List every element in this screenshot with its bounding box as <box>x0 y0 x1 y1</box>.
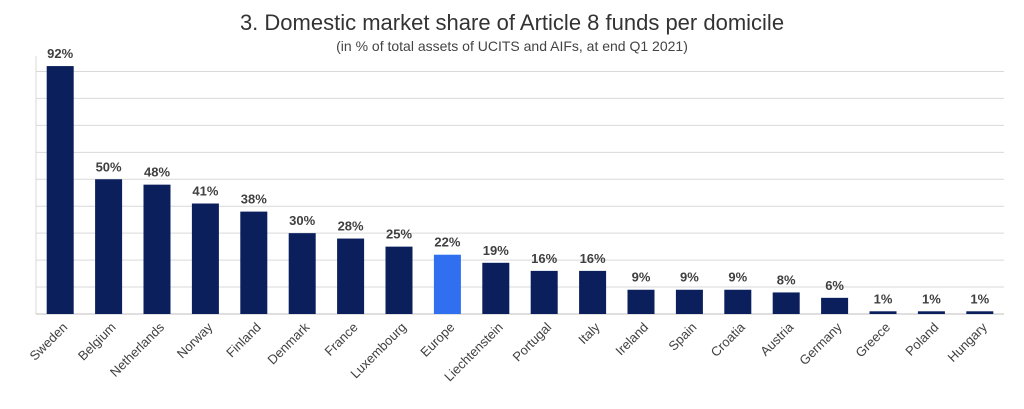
tick-label-spain: Spain <box>665 320 699 354</box>
tick-label-italy: Italy <box>575 319 603 347</box>
tick-label-portugal: Portugal <box>509 319 554 364</box>
chart-title: 3. Domestic market share of Article 8 fu… <box>239 10 785 35</box>
tick-label-hungary: Hungary <box>945 319 991 365</box>
bar-austria <box>772 292 800 314</box>
data-label-sweden: 92% <box>47 46 73 61</box>
tick-label-croatia: Croatia <box>708 319 749 360</box>
bar-europe <box>433 254 461 314</box>
bar-netherlands <box>143 184 171 314</box>
tick-label-ireland: Ireland <box>612 320 651 359</box>
bar-italy <box>579 270 607 314</box>
data-label-europe: 22% <box>434 235 460 250</box>
chart-subtitle: (in % of total assets of UCITS and AIFs,… <box>336 38 688 54</box>
bar-finland <box>240 211 268 314</box>
tick-label-poland: Poland <box>902 320 941 359</box>
tick-label-denmark: Denmark <box>264 319 312 367</box>
tick-label-finland: Finland <box>223 320 264 361</box>
bar-germany <box>821 297 849 314</box>
data-label-spain: 9% <box>680 270 699 285</box>
data-label-france: 28% <box>338 219 364 234</box>
data-label-poland: 1% <box>922 291 941 306</box>
data-label-portugal: 16% <box>531 251 557 266</box>
data-label-ireland: 9% <box>632 270 651 285</box>
tick-label-belgium: Belgium <box>75 320 119 364</box>
bar-denmark <box>288 233 316 314</box>
bar-luxembourg <box>385 246 413 314</box>
data-label-finland: 38% <box>241 192 267 207</box>
data-label-germany: 6% <box>825 278 844 293</box>
bar-croatia <box>724 289 752 314</box>
data-label-denmark: 30% <box>289 213 315 228</box>
data-label-italy: 16% <box>580 251 606 266</box>
tick-label-austria: Austria <box>757 319 797 359</box>
bar-poland <box>917 311 945 314</box>
data-label-austria: 8% <box>777 272 796 287</box>
bar-spain <box>675 289 703 314</box>
tick-label-france: France <box>321 320 360 359</box>
data-label-belgium: 50% <box>96 159 122 174</box>
tick-label-norway: Norway <box>174 319 216 361</box>
tick-label-sweden: Sweden <box>26 320 70 364</box>
data-label-luxembourg: 25% <box>386 227 412 242</box>
bar-ireland <box>627 289 655 314</box>
data-label-netherlands: 48% <box>144 165 170 180</box>
data-label-hungary: 1% <box>970 291 989 306</box>
bar-belgium <box>95 179 123 314</box>
bar-greece <box>869 311 897 314</box>
bar-france <box>337 238 365 314</box>
bar-liechtenstein <box>482 262 510 314</box>
data-label-liechtenstein: 19% <box>483 243 509 258</box>
tick-label-germany: Germany <box>796 319 845 368</box>
tick-label-greece: Greece <box>852 320 893 361</box>
data-label-croatia: 9% <box>728 270 747 285</box>
bar-hungary <box>966 311 994 314</box>
bar-sweden <box>46 66 74 314</box>
data-label-norway: 41% <box>192 184 218 199</box>
tick-label-europe: Europe <box>417 320 457 360</box>
bar-norway <box>191 203 219 314</box>
bar-portugal <box>530 270 558 314</box>
data-label-greece: 1% <box>874 291 893 306</box>
